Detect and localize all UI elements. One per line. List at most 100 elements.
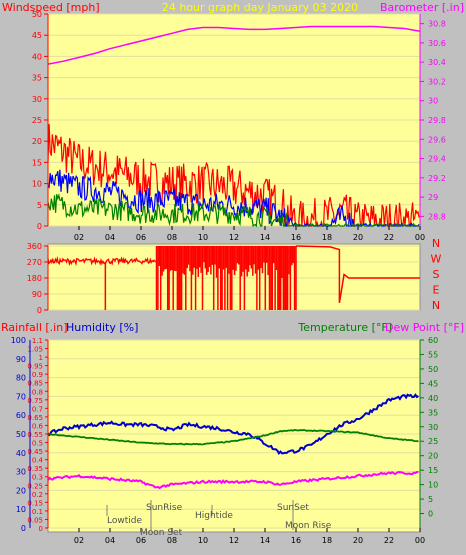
rainfall-tick-label: 0.4	[32, 457, 44, 465]
time-tick-label: 14	[260, 233, 270, 242]
time-tick-label: 20	[353, 536, 363, 545]
compass-s: S	[433, 268, 440, 281]
time-tick-label: 10	[198, 536, 208, 545]
temperature-tick-label: 40	[428, 394, 438, 403]
rainfall-tick-label: 0.3	[32, 474, 43, 482]
rainfall-tick-label: 0.9	[32, 371, 43, 379]
time-tick-label: 18	[322, 233, 332, 242]
rainfall-tick-label: 0	[39, 525, 43, 533]
direction-tick-label: 90	[32, 290, 42, 299]
windspeed-tick-label: 40	[32, 52, 42, 61]
time-tick-label: 16	[291, 536, 301, 545]
lowtide-label: Lowtide	[107, 516, 142, 526]
rainfall-tick-label: 0.8	[32, 388, 43, 396]
barometer-tick-label: 30.4	[428, 58, 446, 67]
barometer-axis-ticks: 28.8 29 29.2 29.4 29.6 29.8 30 30.2 30.4 30.6 30.8	[419, 14, 446, 226]
rainfall-tick-label: 0.7	[32, 405, 43, 413]
windspeed-axis-label: Windspeed [mph]	[2, 1, 100, 14]
humidity-tick-label: 0	[21, 524, 26, 533]
direction-tick-label: 360	[27, 242, 42, 251]
rainfall-tick-label: 0.6	[32, 422, 44, 430]
time-tick-label: 12	[229, 536, 239, 545]
humidity-tick-label: 30	[16, 468, 26, 477]
barometer-tick-label: 30.6	[428, 39, 446, 48]
temperature-line	[47, 428, 419, 446]
graph-title: 24 hour graph day January 03 2020	[162, 1, 358, 14]
climate-time-ticks: 02 04 06 08 10 12 14 16 18 20 22 00	[74, 528, 425, 545]
windspeed-tick-label: 5	[37, 201, 42, 210]
humidity-tick-label: 50	[16, 430, 26, 439]
barometer-tick-label: 30	[428, 97, 438, 106]
time-tick-label: 04	[105, 536, 115, 545]
humidity-tick-label: 60	[16, 411, 26, 420]
direction-series	[47, 245, 420, 310]
temperature-tick-label: 25	[428, 437, 438, 446]
compass-w: W	[431, 253, 442, 266]
barometer-tick-label: 29.4	[428, 155, 446, 164]
moonrise-label: Moon Rise	[285, 521, 332, 531]
windspeed-tick-label: 25	[32, 116, 42, 125]
rainfall-tick-label: 1.1	[32, 337, 43, 345]
humidity-axis-ticks: 0 10 20 30 40 50 60 70 80 90 100	[11, 336, 31, 533]
barometer-tick-label: 30.2	[428, 77, 446, 86]
humidity-tick-label: 40	[16, 449, 26, 458]
temperature-tick-label: 55	[428, 350, 438, 359]
humidity-tick-label: 90	[16, 355, 26, 364]
temperature-tick-label: 0	[428, 510, 433, 519]
time-tick-label: 22	[384, 536, 394, 545]
humidity-line	[47, 393, 420, 455]
temperature-tick-label: 20	[428, 452, 438, 461]
rainfall-tick-label: 0.55	[27, 431, 43, 439]
temperature-tick-label: 30	[428, 423, 438, 432]
time-tick-label: 20	[353, 233, 363, 242]
windspeed-tick-label: 0	[37, 222, 42, 231]
rainfall-tick-label: 0.1	[32, 508, 43, 516]
temperature-tick-label: 15	[428, 466, 438, 475]
barometer-axis-label: Barometer [.in]	[380, 1, 464, 14]
direction-tick-label: 0	[37, 306, 42, 315]
windspeed-tick-label: 15	[32, 158, 42, 167]
compass-n: N	[432, 299, 440, 312]
wind-series-average	[47, 169, 420, 228]
rainfall-tick-label: 0.35	[27, 465, 43, 473]
temperature-tick-label: 5	[428, 495, 433, 504]
wind-series-low	[47, 192, 420, 228]
direction-tick-label: 270	[27, 258, 42, 267]
wind-series-gust	[47, 124, 420, 228]
temperature-tick-label: 10	[428, 481, 438, 490]
windspeed-tick-label: 35	[32, 74, 42, 83]
compass-n: N	[432, 237, 440, 250]
rainfall-tick-label: 1	[39, 354, 43, 362]
barometer-tick-label: 29.2	[428, 174, 446, 183]
rainfall-tick-label: 0.2	[32, 491, 43, 499]
humidity-tick-label: 100	[11, 336, 26, 345]
moonset-label: Moon Set	[140, 528, 183, 538]
temperature-axis-ticks: 0 5 10 15 20 25 30 35 40 45 50 55 60	[419, 336, 438, 528]
rainfall-tick-label: 0.95	[27, 363, 43, 371]
rainfall-tick-label: 0.05	[27, 516, 43, 524]
windspeed-tick-label: 50	[32, 10, 42, 19]
time-tick-label: 00	[415, 536, 425, 545]
barometer-tick-label: 29.8	[428, 116, 446, 125]
windspeed-axis-ticks: 0 5 10 15 20 25 30 35 40 45 50	[32, 10, 49, 231]
temperature-tick-label: 60	[428, 336, 438, 345]
wind-barometer-series	[47, 25, 421, 228]
time-tick-label: 06	[136, 536, 146, 545]
windspeed-tick-label: 20	[32, 137, 42, 146]
direction-tick-label: 180	[27, 274, 42, 283]
rainfall-tick-label: 1.05	[27, 346, 43, 354]
time-tick-label: 00	[415, 233, 425, 242]
humidity-tick-label: 20	[16, 486, 26, 495]
temperature-tick-label: 35	[428, 408, 438, 417]
rainfall-tick-label: 0.45	[27, 448, 43, 456]
rainfall-tick-label: 0.65	[27, 414, 43, 422]
time-tick-label: 08	[167, 536, 177, 545]
compass-e: E	[433, 284, 440, 297]
rainfall-axis-label: Rainfall [.in]	[1, 321, 68, 334]
time-tick-label: 14	[260, 536, 270, 545]
rainfall-axis-ticks: 00.050.10.150.20.250.30.350.40.450.50.55…	[27, 337, 49, 533]
rainfall-tick-label: 0.75	[27, 397, 43, 405]
rainfall-tick-label: 0.85	[27, 380, 43, 388]
